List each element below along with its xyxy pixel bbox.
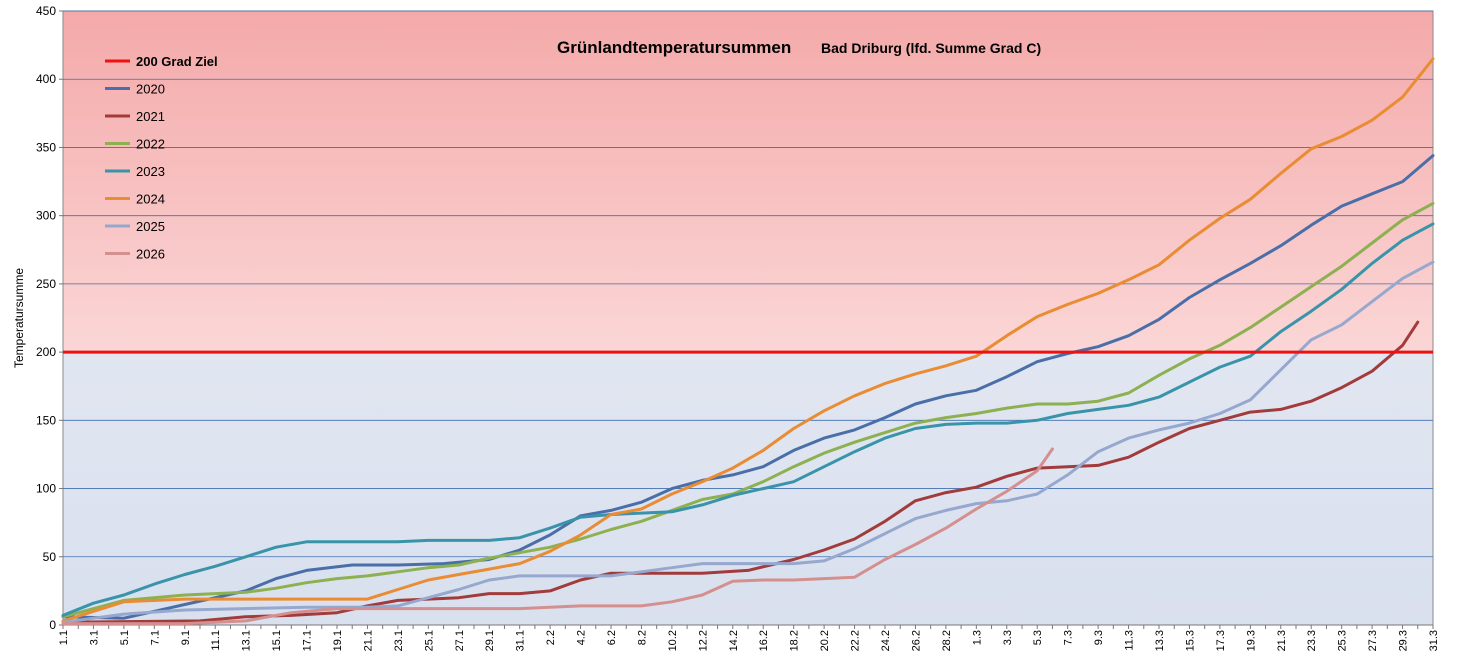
x-tick-label: 4.2 xyxy=(576,630,588,645)
x-tick-label: 3.1 xyxy=(88,630,100,645)
x-tick-label: 5.1 xyxy=(119,630,131,645)
legend-label: 2021 xyxy=(136,109,165,124)
x-tick-label: 22.2 xyxy=(850,630,862,651)
series-line-2020 xyxy=(61,154,1435,620)
series-line-2023 xyxy=(61,222,1435,617)
x-tick-label: 19.3 xyxy=(1245,630,1257,651)
x-tick-label: 17.3 xyxy=(1215,630,1227,651)
x-tick-label: 13.1 xyxy=(241,630,253,651)
x-tick-label: 20.2 xyxy=(819,630,831,651)
y-tick-label: 350 xyxy=(36,140,56,154)
x-tick-label: 31.1 xyxy=(515,630,527,651)
x-tick-label: 31.3 xyxy=(1428,630,1440,651)
x-tick-label: 10.2 xyxy=(667,630,679,651)
x-tick-label: 12.2 xyxy=(697,630,709,651)
x-tick-label: 27.1 xyxy=(454,630,466,651)
x-tick-label: 11.1 xyxy=(210,630,222,651)
legend-label: 2026 xyxy=(136,247,165,262)
y-tick-label: 50 xyxy=(43,550,57,564)
x-tick-label: 27.3 xyxy=(1367,630,1379,651)
x-tick-label: 18.2 xyxy=(789,630,801,651)
chart-title: Grünlandtemperatursummen xyxy=(557,38,791,57)
x-tick-label: 7.1 xyxy=(149,630,161,645)
x-tick-label: 14.2 xyxy=(728,630,740,651)
x-tick-label: 7.3 xyxy=(1063,630,1075,645)
x-tick-label: 25.3 xyxy=(1337,630,1349,651)
x-tick-label: 11.3 xyxy=(1124,630,1136,651)
series-line-2026 xyxy=(61,447,1054,626)
x-tick-label: 15.1 xyxy=(271,630,283,651)
x-tick-label: 24.2 xyxy=(880,630,892,651)
x-axis: 1.1 3.1 5.1 7.1 9.1 11.1 13.1 15.1 17.1 19.1 21.1 2… xyxy=(58,624,1440,651)
y-tick-label: 250 xyxy=(36,277,56,291)
x-tick-label: 25.1 xyxy=(423,630,435,651)
series-lines xyxy=(61,57,1435,626)
x-tick-label: 19.1 xyxy=(332,630,344,651)
x-tick-label: 6.2 xyxy=(606,630,618,645)
series-line-2022 xyxy=(61,201,1435,619)
legend-label: 2020 xyxy=(136,82,165,97)
x-tick-label: 26.2 xyxy=(910,630,922,651)
x-tick-label: 17.1 xyxy=(302,630,314,651)
x-tick-label: 23.3 xyxy=(1306,630,1318,651)
y-tick-label: 150 xyxy=(36,413,56,427)
x-tick-label: 13.3 xyxy=(1154,630,1166,651)
y-tick-label: 300 xyxy=(36,209,56,223)
x-tick-label: 29.1 xyxy=(484,630,496,651)
x-tick-label: 21.3 xyxy=(1276,630,1288,651)
y-tick-label: 0 xyxy=(49,618,56,632)
legend-label: 2024 xyxy=(136,192,165,207)
legend-label: 2025 xyxy=(136,219,165,234)
x-tick-label: 2.2 xyxy=(545,630,557,645)
y-axis: 0 50 100 150 200 250 300 350 400 450 xyxy=(36,4,63,632)
series-line-2021 xyxy=(61,320,1420,624)
y-tick-label: 400 xyxy=(36,72,56,86)
legend-label: 2023 xyxy=(136,164,165,179)
legend-label: 200 Grad Ziel xyxy=(136,54,218,69)
series-line-2024 xyxy=(61,57,1435,623)
legend-label: 2022 xyxy=(136,137,165,152)
x-tick-label: 5.3 xyxy=(1032,630,1044,645)
x-tick-label: 1.1 xyxy=(58,630,70,645)
y-tick-label: 450 xyxy=(36,4,56,18)
y-tick-label: 100 xyxy=(36,482,56,496)
legend: 200 Grad Ziel 2020 2021 2022 2023 2024 2025 202… xyxy=(105,54,218,262)
x-tick-label: 29.3 xyxy=(1398,630,1410,651)
x-tick-label: 28.2 xyxy=(941,630,953,651)
band-upper xyxy=(63,11,1433,353)
x-tick-label: 15.3 xyxy=(1184,630,1196,651)
background-bands xyxy=(62,10,1434,626)
chart-subtitle: Bad Driburg (lfd. Summe Grad C) xyxy=(821,40,1041,56)
x-tick-label: 23.1 xyxy=(393,630,405,651)
series-line-2025 xyxy=(61,260,1435,624)
x-tick-label: 8.2 xyxy=(636,630,648,645)
x-tick-label: 1.3 xyxy=(971,630,983,645)
x-tick-label: 16.2 xyxy=(758,630,770,651)
x-tick-label: 9.1 xyxy=(180,630,192,645)
x-tick-label: 3.3 xyxy=(1002,630,1014,645)
x-tick-label: 9.3 xyxy=(1093,630,1105,645)
y-axis-label: Temperatursumme xyxy=(12,268,26,368)
x-tick-label: 21.1 xyxy=(362,630,374,651)
y-tick-label: 200 xyxy=(36,345,56,359)
